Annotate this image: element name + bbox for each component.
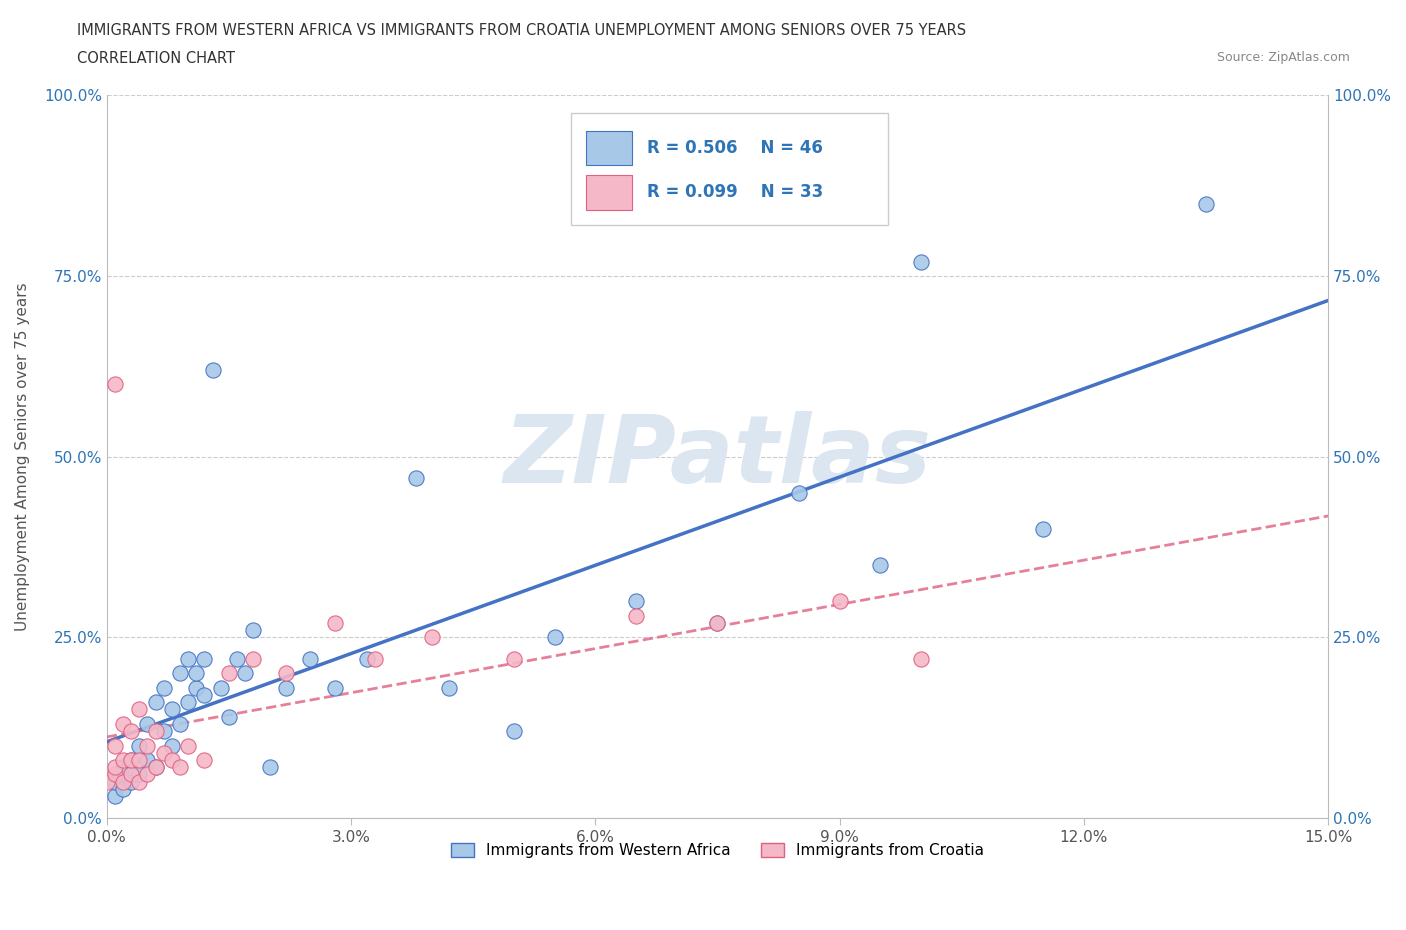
Point <box>274 681 297 696</box>
Point <box>104 738 127 753</box>
Point <box>910 651 932 666</box>
Point <box>104 774 127 789</box>
Point <box>112 760 135 775</box>
Point <box>226 651 249 666</box>
Point <box>160 738 183 753</box>
Text: Source: ZipAtlas.com: Source: ZipAtlas.com <box>1216 51 1350 64</box>
Point <box>177 651 200 666</box>
Point <box>259 760 281 775</box>
Point <box>120 752 142 767</box>
Point <box>186 666 208 681</box>
Point <box>160 752 183 767</box>
Point <box>120 774 142 789</box>
Point <box>706 616 728 631</box>
Point <box>242 651 264 666</box>
Y-axis label: Unemployment Among Seniors over 75 years: Unemployment Among Seniors over 75 years <box>15 283 30 631</box>
Point <box>120 767 142 782</box>
Point <box>145 695 167 710</box>
FancyBboxPatch shape <box>571 113 889 225</box>
Point <box>145 760 167 775</box>
Legend: Immigrants from Western Africa, Immigrants from Croatia: Immigrants from Western Africa, Immigran… <box>444 837 990 864</box>
Point <box>706 616 728 631</box>
Point <box>437 681 460 696</box>
Point <box>169 716 191 731</box>
Point <box>152 745 174 760</box>
Point <box>145 760 167 775</box>
Point <box>323 616 346 631</box>
Point <box>104 767 127 782</box>
Point <box>128 774 150 789</box>
Point <box>96 774 118 789</box>
Point <box>218 710 240 724</box>
Point <box>193 687 215 702</box>
Point <box>128 767 150 782</box>
Point <box>193 752 215 767</box>
Point <box>177 695 200 710</box>
Point <box>177 738 200 753</box>
Point <box>624 608 647 623</box>
Point <box>209 681 232 696</box>
Point <box>233 666 256 681</box>
FancyBboxPatch shape <box>585 175 631 209</box>
Point <box>405 471 427 485</box>
Point <box>128 752 150 767</box>
Point <box>120 724 142 738</box>
Point <box>201 363 224 378</box>
Point <box>828 593 851 608</box>
Point <box>242 622 264 637</box>
Point <box>136 738 159 753</box>
Text: IMMIGRANTS FROM WESTERN AFRICA VS IMMIGRANTS FROM CROATIA UNEMPLOYMENT AMONG SEN: IMMIGRANTS FROM WESTERN AFRICA VS IMMIGR… <box>77 23 966 38</box>
Point <box>1195 196 1218 211</box>
Point <box>160 702 183 717</box>
Point <box>104 760 127 775</box>
Point <box>624 593 647 608</box>
Point <box>112 774 135 789</box>
Point <box>120 752 142 767</box>
Point <box>186 681 208 696</box>
Point <box>193 651 215 666</box>
Point <box>323 681 346 696</box>
Point <box>128 702 150 717</box>
Point <box>502 724 524 738</box>
Point <box>112 716 135 731</box>
Text: R = 0.506    N = 46: R = 0.506 N = 46 <box>647 140 823 157</box>
Point <box>136 752 159 767</box>
Point <box>152 681 174 696</box>
Point <box>169 760 191 775</box>
Point <box>152 724 174 738</box>
Point <box>136 767 159 782</box>
Point <box>218 666 240 681</box>
Point <box>299 651 322 666</box>
Point <box>112 752 135 767</box>
Point <box>869 557 891 572</box>
Point <box>104 789 127 804</box>
Point <box>112 781 135 796</box>
Point <box>274 666 297 681</box>
Text: CORRELATION CHART: CORRELATION CHART <box>77 51 235 66</box>
Text: R = 0.099    N = 33: R = 0.099 N = 33 <box>647 183 823 201</box>
Point <box>787 485 810 500</box>
Text: ZIPatlas: ZIPatlas <box>503 410 932 502</box>
Point <box>356 651 378 666</box>
FancyBboxPatch shape <box>585 131 631 166</box>
Point <box>364 651 387 666</box>
Point <box>128 738 150 753</box>
Point <box>136 716 159 731</box>
Point <box>543 630 565 644</box>
Point <box>502 651 524 666</box>
Point <box>145 724 167 738</box>
Point <box>104 377 127 392</box>
Point <box>1032 522 1054 537</box>
Point <box>422 630 444 644</box>
Point <box>910 254 932 269</box>
Point <box>169 666 191 681</box>
